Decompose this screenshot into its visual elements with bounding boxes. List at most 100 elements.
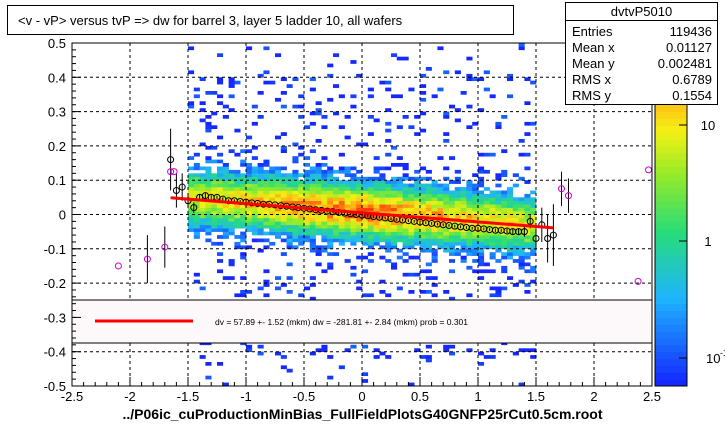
heatmap-cell xyxy=(222,104,229,109)
heatmap-cell xyxy=(396,56,403,61)
heatmap-cell xyxy=(356,279,363,284)
heatmap-cell xyxy=(379,183,386,188)
heatmap-cell xyxy=(408,235,415,239)
heatmap-cell xyxy=(309,166,316,171)
heatmap-cell xyxy=(350,221,357,226)
heatmap-cell xyxy=(263,193,270,198)
heatmap-cell xyxy=(512,252,519,256)
heatmap-cell xyxy=(425,204,432,208)
heatmap-cell xyxy=(449,197,456,202)
heatmap-cell xyxy=(188,217,195,222)
x-tick-label: -2 xyxy=(124,389,136,404)
heatmap-cell xyxy=(263,279,270,284)
heatmap-cell xyxy=(431,255,438,260)
heatmap-cell xyxy=(321,269,328,274)
heatmap-cell xyxy=(472,77,479,82)
heatmap-cell xyxy=(414,211,421,215)
heatmap-cell xyxy=(425,245,432,250)
heatmap-cell xyxy=(495,121,502,126)
heatmap-cell xyxy=(292,104,299,109)
heatmap-cell xyxy=(188,221,195,226)
profile-point xyxy=(532,235,540,243)
heatmap-cell xyxy=(379,231,386,236)
heatmap-cell xyxy=(478,231,485,236)
heatmap-cell xyxy=(437,87,444,92)
heatmap-cell xyxy=(518,214,525,219)
heatmap-cell xyxy=(286,368,293,373)
heatmap-cell xyxy=(211,111,218,116)
heatmap-cell xyxy=(240,193,247,198)
heatmap-cell xyxy=(414,238,421,243)
heatmap-cell xyxy=(275,211,282,215)
heatmap-cell xyxy=(222,217,229,222)
heatmap-cell xyxy=(443,207,450,212)
heatmap-cell xyxy=(333,217,340,222)
outlier-point xyxy=(634,277,642,285)
heatmap-cell xyxy=(304,200,311,205)
heatmap-cell xyxy=(315,193,322,198)
heatmap-cell xyxy=(350,200,357,205)
heatmap-cell xyxy=(205,221,212,226)
palette-band xyxy=(655,269,687,277)
heatmap-cell xyxy=(338,152,345,157)
heatmap-cell xyxy=(454,231,461,236)
heatmap-cell xyxy=(501,255,508,260)
heatmap-cell xyxy=(425,214,432,219)
heatmap-cell xyxy=(304,156,311,160)
heatmap-cell xyxy=(309,214,316,219)
heatmap-cell xyxy=(431,224,438,229)
heatmap-cell xyxy=(344,204,351,208)
x-tick-label: 1 xyxy=(474,389,481,404)
palette-band xyxy=(655,283,687,291)
heatmap-cell xyxy=(321,238,328,243)
heatmap-cell xyxy=(518,152,525,157)
heatmap-cell xyxy=(275,53,282,58)
heatmap-cell xyxy=(414,204,421,208)
heatmap-cell xyxy=(478,166,485,171)
heatmap-cell xyxy=(286,197,293,202)
heatmap-cell xyxy=(425,224,432,229)
heatmap-cell xyxy=(321,190,328,195)
heatmap-cell xyxy=(222,235,229,239)
heatmap-cell xyxy=(466,245,473,250)
heatmap-cell xyxy=(240,211,247,215)
heatmap-cell xyxy=(350,204,357,208)
heatmap-cell xyxy=(222,176,229,181)
heatmap-cell xyxy=(338,365,345,370)
y-tick-label: -0.4 xyxy=(44,345,66,360)
heatmap-cell xyxy=(507,200,514,205)
heatmap-cell xyxy=(512,259,519,263)
heatmap-cell xyxy=(437,214,444,219)
heatmap-cell xyxy=(466,204,473,208)
heatmap-cell xyxy=(489,241,496,246)
heatmap-cell xyxy=(338,217,345,222)
heatmap-cell xyxy=(315,224,322,229)
heatmap-cell xyxy=(466,348,473,353)
heatmap-cell xyxy=(280,180,287,184)
heatmap-cell xyxy=(211,217,218,222)
heatmap-cell xyxy=(524,166,531,171)
heatmap-cell xyxy=(425,238,432,243)
heatmap-cell xyxy=(495,293,502,298)
heatmap-cell xyxy=(507,235,514,239)
x-tick-label: -0.5 xyxy=(293,389,315,404)
heatmap-cell xyxy=(217,190,224,195)
heatmap-cell xyxy=(408,211,415,215)
heatmap-cell xyxy=(286,190,293,195)
heatmap-cell xyxy=(251,180,258,184)
heatmap-cell xyxy=(362,224,369,229)
heatmap-cell xyxy=(246,228,253,232)
heatmap-cell xyxy=(443,231,450,236)
heatmap-cell xyxy=(338,166,345,171)
heatmap-cell xyxy=(217,169,224,174)
heatmap-cell xyxy=(483,187,490,191)
heatmap-cell xyxy=(425,290,432,294)
heatmap-cell xyxy=(518,139,525,143)
palette-band xyxy=(655,166,687,174)
heatmap-cell xyxy=(362,176,369,181)
heatmap-cell xyxy=(420,269,427,274)
heatmap-cell xyxy=(437,197,444,202)
heatmap-cell xyxy=(234,245,241,250)
y-tick-label: 0.3 xyxy=(48,105,66,120)
heatmap-cell xyxy=(420,245,427,250)
